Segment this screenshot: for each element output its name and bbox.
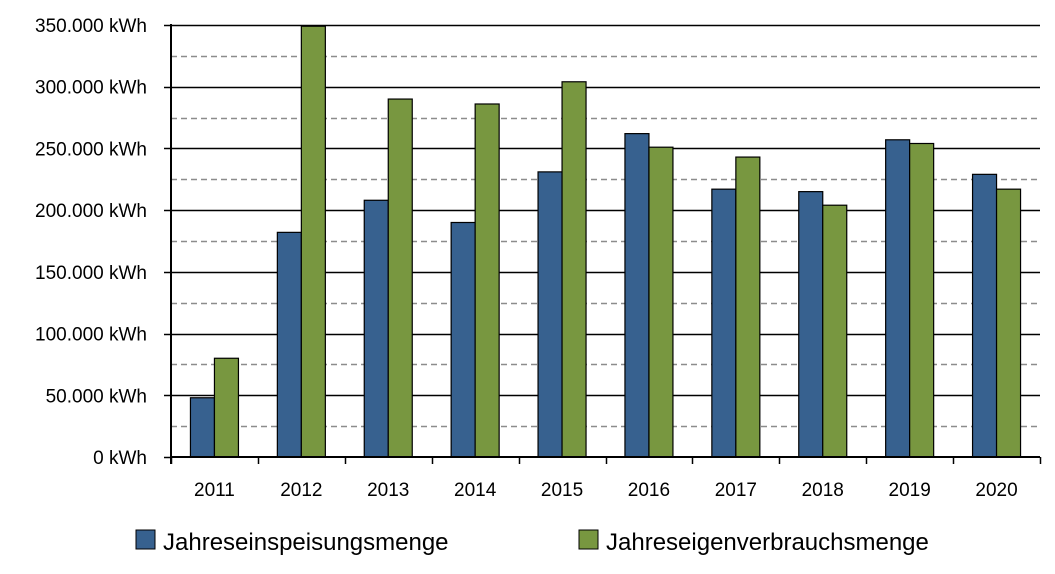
y-tick-label-1: 50.000 kWh bbox=[46, 386, 147, 407]
x-tick-label-2013: 2013 bbox=[367, 480, 409, 501]
x-tick-label-2011: 2011 bbox=[194, 480, 235, 501]
y-tick-label-7: 350.000 kWh bbox=[35, 16, 147, 37]
bar-2020-series-1 bbox=[971, 173, 998, 458]
bar-2012-series-1 bbox=[276, 231, 302, 458]
bar-2015-series-1 bbox=[537, 171, 563, 458]
bar-2019-series-2 bbox=[909, 142, 935, 458]
y-tick-label-5: 250.000 kWh bbox=[35, 139, 147, 160]
bar-2019-series-1 bbox=[885, 139, 911, 458]
x-tick-label-2019: 2019 bbox=[889, 480, 931, 501]
x-tick-label-2016: 2016 bbox=[628, 480, 670, 501]
bar-2013-series-2 bbox=[387, 98, 413, 458]
x-tick-label-2017: 2017 bbox=[715, 480, 757, 501]
bars bbox=[189, 25, 1022, 458]
bar-2014-series-1 bbox=[450, 221, 476, 458]
bar-2016-series-1 bbox=[624, 133, 650, 458]
bar-2015-series-2 bbox=[561, 81, 587, 458]
bar-2018-series-2 bbox=[822, 204, 848, 458]
x-tick-label-2014: 2014 bbox=[454, 480, 497, 501]
y-tick-label-0: 0 kWh bbox=[93, 448, 147, 469]
legend-label-series-1: Jahreseinspeisungsmenge bbox=[163, 529, 449, 556]
bar-2017-series-1 bbox=[711, 188, 737, 458]
x-tick-label-2012: 2012 bbox=[280, 480, 322, 501]
y-tick-label-2: 100.000 kWh bbox=[35, 325, 147, 346]
bar-2018-series-1 bbox=[798, 191, 824, 458]
bar-2014-series-2 bbox=[474, 103, 500, 458]
bar-2016-series-2 bbox=[648, 146, 674, 458]
bar-2020-series-2 bbox=[995, 188, 1022, 458]
x-tick-label-2018: 2018 bbox=[802, 480, 844, 501]
x-tick-label-2020: 2020 bbox=[975, 480, 1017, 501]
y-axis-labels: 0 kWh 50.000 kWh 100.000 kWh 150.000 kWh 200… bbox=[35, 16, 147, 469]
axes bbox=[164, 24, 1042, 464]
y-tick-label-3: 150.000 kWh bbox=[35, 263, 147, 284]
legend-label-series-2: Jahreseigenverbrauchsmenge bbox=[606, 529, 929, 556]
legend-swatch-series-2 bbox=[578, 529, 599, 550]
y-tick-label-4: 200.000 kWh bbox=[35, 201, 147, 222]
x-axis-labels: 2011 2012 2013 2014 2015 2016 2017 2018 2019 2020 bbox=[194, 480, 1018, 501]
legend-swatch-series-1 bbox=[135, 529, 156, 550]
x-tick-label-2015: 2015 bbox=[541, 480, 583, 501]
bar-2017-series-2 bbox=[735, 156, 761, 458]
bar-2011-series-1 bbox=[189, 397, 216, 458]
legend: Jahreseinspeisungsmenge Jahreseigenverbr… bbox=[135, 529, 929, 556]
bar-2012-series-2 bbox=[300, 25, 326, 458]
bar-2011-series-2 bbox=[213, 357, 240, 458]
y-tick-label-6: 300.000 kWh bbox=[35, 78, 147, 99]
bar-2013-series-1 bbox=[363, 199, 389, 458]
